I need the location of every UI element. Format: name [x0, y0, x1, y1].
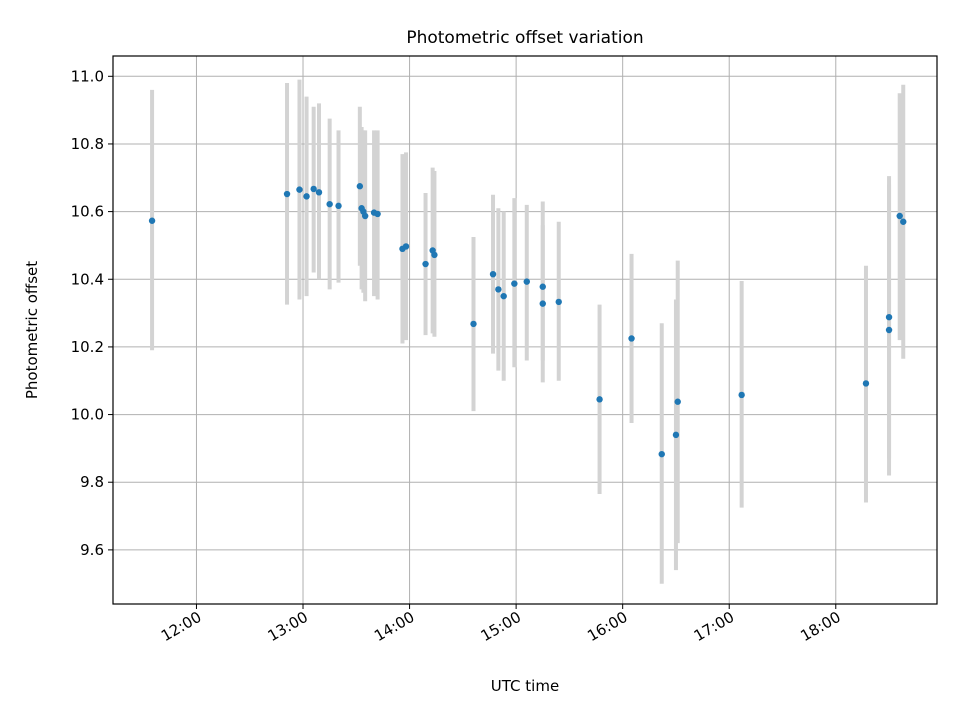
data-point — [489, 270, 497, 278]
y-tick-label: 10.6 — [71, 203, 104, 221]
data-point — [596, 396, 603, 403]
data-point — [335, 202, 342, 210]
data-point — [283, 190, 291, 198]
data-point — [326, 200, 333, 208]
data-point — [900, 218, 907, 225]
data-point — [885, 326, 893, 334]
data-point — [356, 183, 364, 190]
data-point — [422, 260, 429, 268]
data-point — [361, 212, 369, 220]
y-tick-label: 11.0 — [71, 67, 104, 85]
data-point — [402, 243, 410, 250]
data-point — [539, 283, 546, 290]
data-point — [672, 431, 680, 439]
y-tick-label: 10.4 — [71, 270, 104, 288]
data-point — [303, 193, 310, 200]
data-point — [310, 185, 317, 193]
data-point — [495, 286, 502, 293]
chart-title: Photometric offset variation — [406, 28, 643, 48]
x-axis-label: UTC time — [491, 677, 559, 695]
data-point — [738, 391, 745, 399]
data-point — [374, 210, 381, 218]
data-point — [658, 450, 665, 458]
data-point — [674, 398, 681, 405]
data-point — [500, 292, 507, 300]
y-tick-label: 10.2 — [71, 338, 104, 356]
data-point — [539, 300, 546, 307]
data-point — [296, 186, 303, 193]
data-point — [315, 189, 323, 196]
data-point — [523, 278, 530, 285]
data-point — [896, 212, 903, 220]
data-point — [148, 217, 156, 224]
data-point — [628, 335, 635, 342]
data-point — [885, 313, 893, 321]
data-point — [862, 380, 870, 387]
data-point — [555, 298, 562, 306]
y-tick-label: 9.6 — [80, 541, 104, 559]
data-point — [511, 280, 518, 287]
plot-frame — [112, 55, 938, 605]
y-tick-label: 10.0 — [71, 406, 104, 424]
y-tick-label: 9.8 — [80, 473, 104, 491]
data-points — [148, 183, 907, 458]
data-point — [431, 251, 438, 259]
y-axis-label: Photometric offset — [23, 261, 41, 399]
y-tick-label: 10.8 — [71, 135, 104, 153]
data-point — [470, 320, 477, 328]
